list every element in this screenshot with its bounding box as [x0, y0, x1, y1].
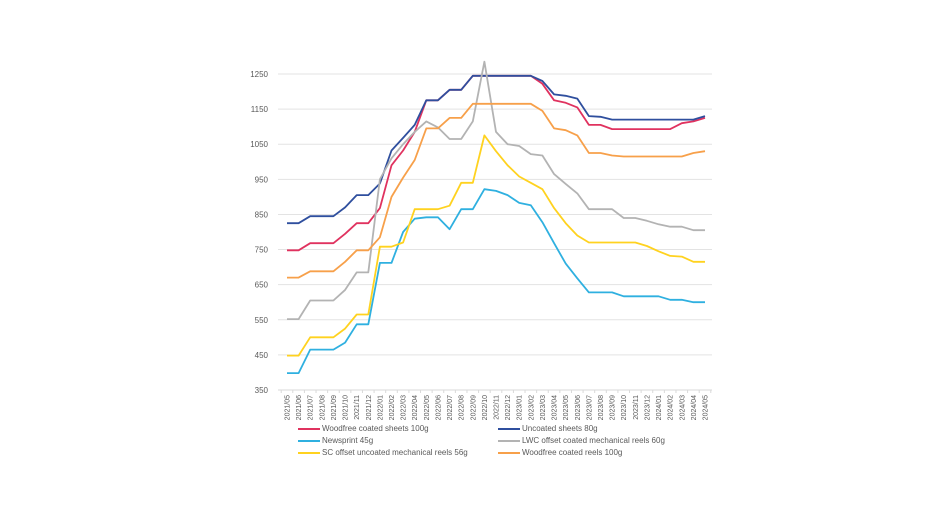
legend-label: Newsprint 45g [322, 436, 374, 445]
x-tick-label: 2022/10 [482, 395, 489, 420]
x-tick-label: 2023/05 [563, 395, 570, 420]
x-tick-label: 2024/03 [679, 395, 686, 420]
y-tick-label: 450 [255, 351, 269, 360]
legend-item: Uncoated sheets 80g [498, 424, 598, 433]
series-line-0 [287, 74, 706, 252]
legend-item: LWC offset coated mechanical reels 60g [498, 436, 665, 445]
legend-swatch [498, 439, 520, 442]
x-axis [278, 389, 712, 393]
x-tick-label: 2022/06 [435, 395, 442, 420]
x-tick-label: 2022/02 [389, 395, 396, 420]
x-tick-label: 2023/03 [540, 395, 547, 420]
x-tick-label: 2022/09 [470, 395, 477, 420]
legend-swatch [498, 451, 520, 454]
y-tick-label: 1250 [250, 70, 268, 79]
series-line-3 [287, 60, 705, 321]
x-tick-label: 2021/11 [354, 395, 361, 420]
x-tick-label: 2022/11 [494, 395, 501, 420]
y-tick-label: 650 [255, 281, 269, 290]
x-tick-label: 2021/08 [319, 395, 326, 420]
x-tick-label: 2022/01 [377, 395, 384, 420]
y-tick-label: 950 [255, 175, 269, 184]
legend-label: Woodfree coated reels 100g [522, 448, 623, 457]
x-tick-label: 2024/05 [703, 395, 710, 420]
x-tick-label: 2021/06 [296, 395, 303, 420]
x-tick-label: 2023/11 [633, 395, 640, 420]
x-tick-label: 2024/04 [691, 395, 698, 420]
x-tick-label: 2023/07 [586, 395, 593, 420]
legend-label: Woodfree coated sheets 100g [322, 424, 429, 433]
gridlines [278, 73, 712, 356]
x-tick-label: 2021/12 [366, 395, 373, 420]
x-tick-label: 2023/10 [621, 395, 628, 420]
x-tick-label: 2021/05 [285, 395, 292, 420]
x-tick-label: 2021/09 [331, 395, 338, 420]
y-tick-label: 850 [255, 210, 269, 219]
y-tick-label: 1150 [251, 105, 269, 114]
y-tick-label: 750 [255, 246, 269, 255]
series-line-4 [287, 134, 705, 357]
x-tick-label: 2022/12 [505, 395, 512, 420]
x-tick-label: 2022/07 [447, 395, 454, 420]
x-tick-label: 2022/03 [401, 395, 408, 420]
x-tick-label: 2023/08 [598, 395, 605, 420]
x-tick-label: 2022/08 [459, 395, 466, 420]
y-tick-label: 1050 [250, 140, 268, 149]
y-axis-ticks: 350 450 550 650 750 850 950 1050 1150 1250 [250, 70, 268, 395]
legend-swatch [298, 439, 320, 442]
x-axis-ticks: 2021/05 2021/06 2021/07 2021/08 2021/09 2021/… [285, 395, 710, 420]
x-tick-label: 2021/10 [343, 395, 350, 420]
legend-swatch [498, 427, 520, 430]
series-line-5 [287, 102, 706, 279]
x-tick-label: 2024/02 [668, 395, 675, 420]
legend-item: SC offset uncoated mechanical reels 56g [298, 448, 468, 457]
legend-item: Woodfree coated sheets 100g [298, 424, 429, 433]
series-line-2 [287, 188, 705, 375]
x-tick-label: 2022/04 [412, 395, 419, 420]
series-line-1 [287, 74, 706, 225]
x-tick-label: 2023/06 [575, 395, 582, 420]
x-tick-label: 2023/02 [528, 395, 535, 420]
x-tick-label: 2023/04 [552, 395, 559, 420]
x-tick-label: 2021/07 [308, 395, 315, 420]
legend-label: Uncoated sheets 80g [522, 424, 598, 433]
series-lines [287, 60, 706, 375]
legend-item: Woodfree coated reels 100g [498, 448, 622, 457]
x-tick-label: 2023/01 [517, 395, 524, 420]
legend-swatch [298, 451, 320, 454]
x-tick-label: 2023/12 [644, 395, 651, 420]
legend-item: Newsprint 45g [298, 436, 373, 445]
legend-label: LWC offset coated mechanical reels 60g [522, 436, 665, 445]
x-tick-label: 2024/01 [656, 395, 663, 420]
x-tick-label: 2022/05 [424, 395, 431, 420]
legend-swatch [298, 427, 320, 430]
y-tick-label: 350 [255, 386, 269, 395]
x-tick-label: 2023/09 [610, 395, 617, 420]
legend-label: SC offset uncoated mechanical reels 56g [322, 448, 468, 457]
y-tick-label: 550 [255, 316, 269, 325]
